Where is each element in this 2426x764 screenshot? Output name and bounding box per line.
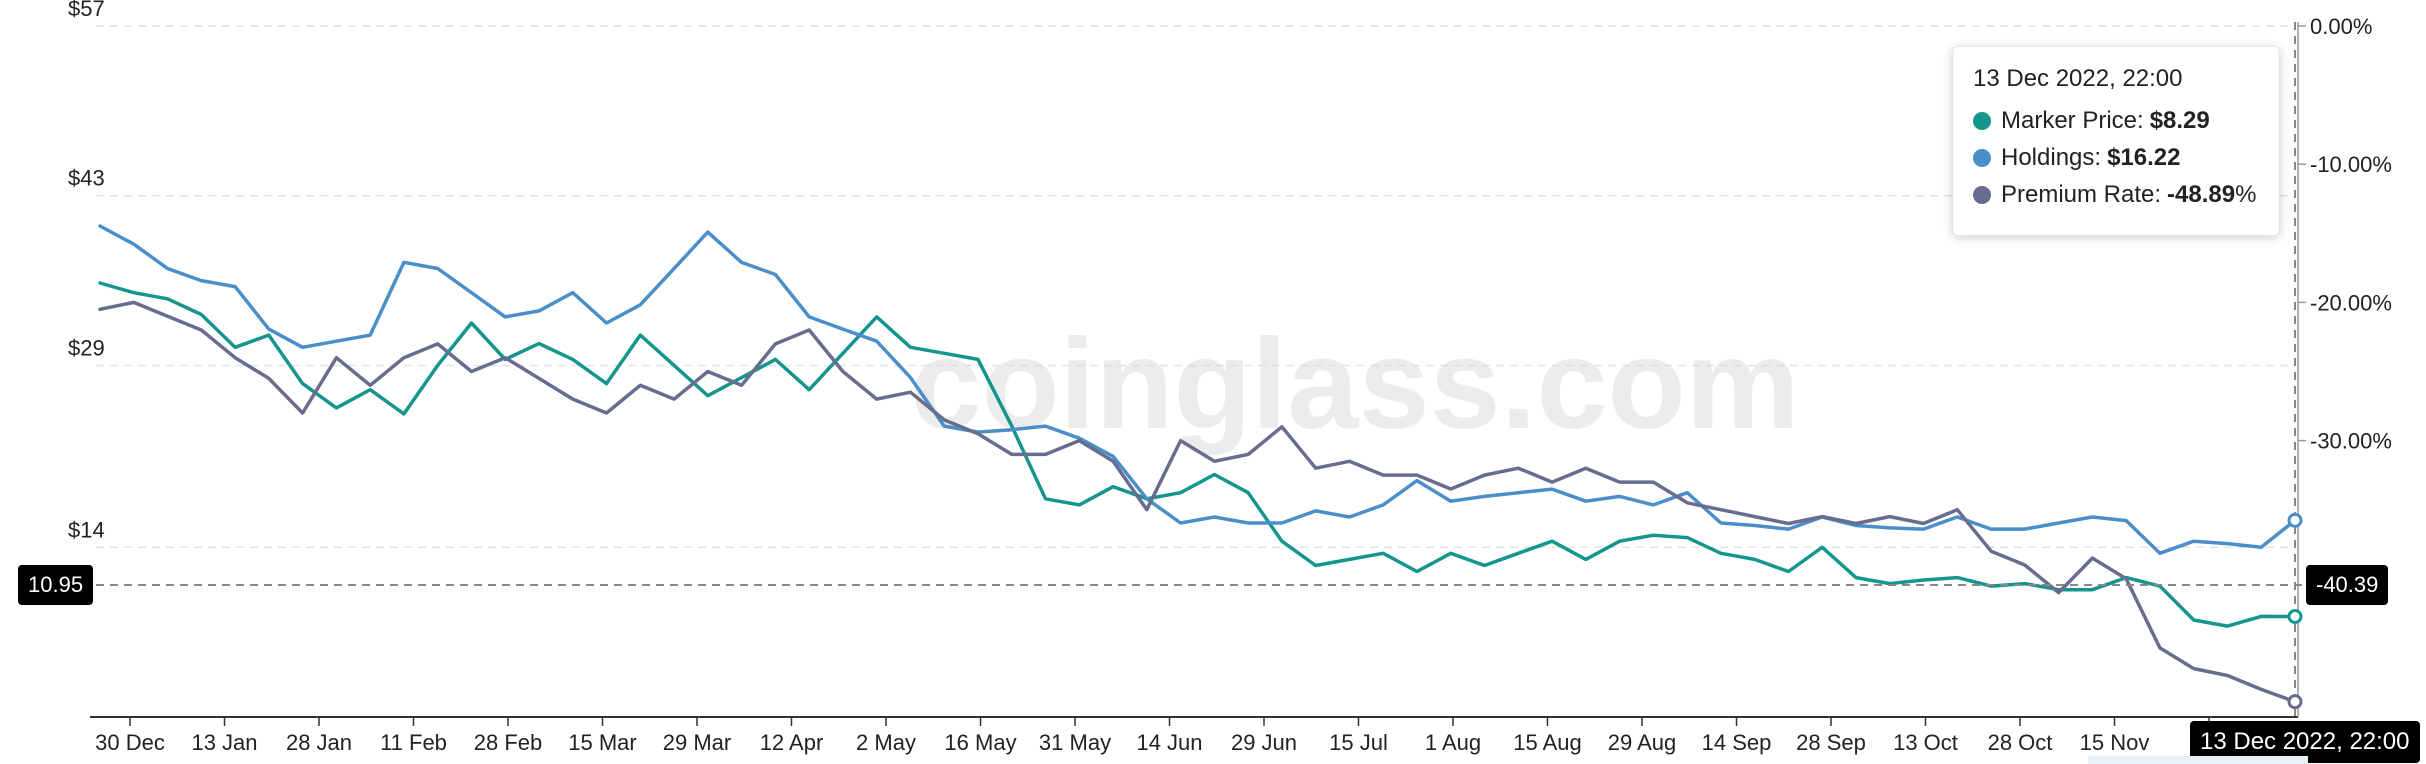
x-tick-label: 31 May <box>1039 730 1111 755</box>
crosshair-date-label: 13 Dec 2022, 22:00 <box>2190 721 2420 763</box>
tooltip-label: Marker Price: <box>2001 106 2144 134</box>
tooltip-row-premium-rate: Premium Rate: -48.89 % <box>1973 176 2259 213</box>
tooltip-row-marker-price: Marker Price: $8.29 <box>1973 102 2259 139</box>
x-tick-label: 13 Jan <box>191 730 257 755</box>
tooltip-row-holdings: Holdings: $16.22 <box>1973 139 2259 176</box>
tooltip-label: Premium Rate: <box>2001 180 2162 208</box>
holdings-end-marker <box>2287 512 2303 528</box>
scroll-track <box>2088 756 2308 764</box>
x-tick-label: 11 Feb <box>380 730 447 755</box>
watermark: coinglass.com <box>910 313 1799 456</box>
tooltip-label: Holdings: <box>2001 143 2102 171</box>
y-right-tick-label: -20.00% <box>2310 290 2392 315</box>
y-left-tick-label: $14 <box>68 517 105 542</box>
x-tick-label: 2 May <box>856 730 916 755</box>
x-tick-label: 28 Sep <box>1796 730 1866 755</box>
end-markers <box>2287 512 2303 710</box>
x-tick-label: 29 Mar <box>663 730 731 755</box>
x-tick-label: 14 Sep <box>1702 730 1772 755</box>
premium-rate-line <box>98 300 2297 704</box>
x-tick-label: 29 Aug <box>1608 730 1677 755</box>
y-right-tick-label: 0.00% <box>2310 14 2372 39</box>
x-tick-label: 16 May <box>944 730 1016 755</box>
right-y-axis: 0.00% -10.00% -20.00% -30.00% <box>2298 14 2392 454</box>
x-tick-label: 12 Apr <box>760 730 824 755</box>
crosshair-left-value-label: 10.95 <box>18 565 94 605</box>
x-tick-label: 28 Oct <box>1988 730 2053 755</box>
marker-price-end-marker <box>2287 609 2303 625</box>
tooltip-title: 13 Dec 2022, 22:00 <box>1973 65 2183 92</box>
marker-price-line <box>98 281 2297 628</box>
hover-tooltip: 13 Dec 2022, 22:00 Marker Price: $8.29 H… <box>1952 46 2280 236</box>
premium-rate-dot-icon <box>1973 185 1991 204</box>
premium-rate-end-marker <box>2287 694 2303 710</box>
x-tick-label: 1 Aug <box>1425 730 1481 755</box>
tooltip-value: $8.29 <box>2149 106 2210 134</box>
left-y-axis: $57 $43 $29 $14 <box>68 0 105 542</box>
x-tick-label: 30 Dec <box>95 730 165 755</box>
y-right-tick-label: -30.00% <box>2310 429 2392 454</box>
x-tick-label: 28 Jan <box>286 730 352 755</box>
x-tick-label: 15 Aug <box>1513 730 1582 755</box>
tooltip-suffix: % <box>2235 180 2257 208</box>
series-lines <box>98 224 2297 704</box>
x-tick-label: 15 Mar <box>568 730 636 755</box>
x-tick-label: 14 Jun <box>1136 730 1202 755</box>
tooltip-value: $16.22 <box>2107 143 2181 171</box>
x-tick-label: 28 Feb <box>474 730 543 755</box>
x-tick-label: 15 Jul <box>1329 730 1388 755</box>
holdings-dot-icon <box>1973 148 1991 167</box>
x-axis: 30 Dec 13 Jan 28 Jan 11 Feb 28 Feb 15 Mar 29 M… <box>95 717 2215 755</box>
y-right-tick-label: -10.00% <box>2310 152 2392 177</box>
x-tick-label: 29 Jun <box>1231 730 1297 755</box>
holdings-line <box>98 224 2297 556</box>
y-left-tick-label: $57 <box>68 0 105 21</box>
y-left-tick-label: $43 <box>68 166 105 191</box>
crosshair-right-value-label: -40.39 <box>2306 565 2389 605</box>
tooltip-value: -48.89 <box>2167 180 2236 208</box>
y-left-tick-label: $29 <box>68 335 105 360</box>
x-tick-label: 13 Oct <box>1893 730 1958 755</box>
marker-price-dot-icon <box>1973 111 1991 130</box>
x-tick-label: 15 Nov <box>2080 730 2150 755</box>
